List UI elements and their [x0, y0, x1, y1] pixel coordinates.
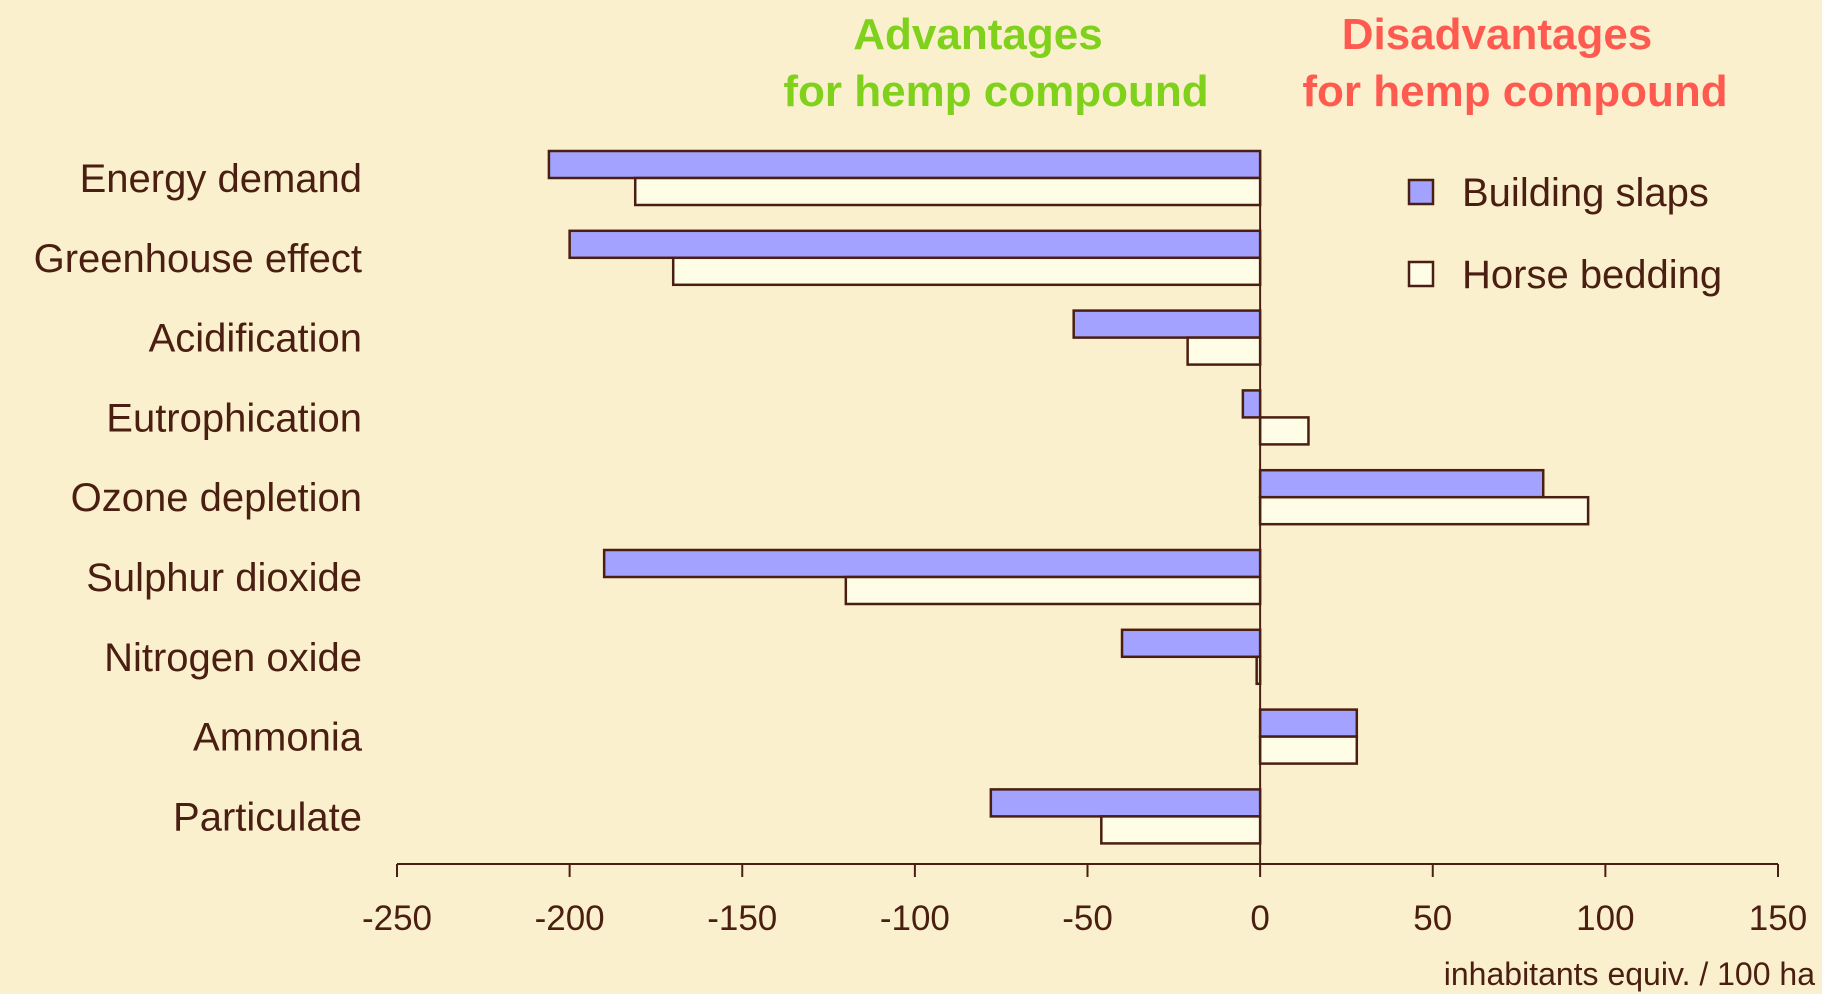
legend: Building slaps Horse bedding	[1407, 171, 1722, 297]
x-tick-label: -250	[362, 899, 432, 938]
category-label: Particulate	[173, 795, 362, 839]
bars-group	[547, 149, 1590, 845]
category-label: Acidification	[149, 317, 362, 361]
legend-swatch	[1407, 260, 1435, 288]
advantages-heading-line1: Advantages	[853, 10, 1102, 59]
bar-horse-bedding-sulphur-dioxide	[844, 575, 1262, 606]
legend-swatch	[1407, 178, 1435, 206]
category-labels: Energy demand Greenhouse effect Acidificat…	[34, 157, 363, 839]
bar-building-slaps-greenhouse-effect	[568, 229, 1262, 260]
x-tick-label: 0	[1250, 899, 1269, 938]
category-label: Eutrophication	[106, 396, 362, 440]
annotation-headings: Advantages for hemp compound Disadvantag…	[783, 10, 1727, 116]
bar-horse-bedding-particulate	[1100, 815, 1262, 845]
legend-label: Horse bedding	[1462, 253, 1722, 297]
x-axis: -250 -200 -150 -100 -50 0 50 100 150	[362, 863, 1807, 938]
legend-label: Building slaps	[1462, 171, 1709, 215]
bar-building-slaps-particulate	[989, 788, 1262, 818]
x-tick-label: 50	[1413, 899, 1452, 938]
disadvantages-heading-line1: Disadvantages	[1342, 10, 1653, 59]
category-label: Ozone depletion	[71, 476, 362, 520]
x-axis-unit-label: inhabitants equiv. / 100 ha	[1444, 956, 1815, 992]
x-tick-label: 150	[1749, 899, 1807, 938]
category-label: Energy demand	[80, 157, 362, 201]
bar-horse-bedding-eutrophication	[1258, 416, 1310, 446]
x-tick-label: -100	[880, 899, 950, 938]
x-tick-label: -50	[1062, 899, 1113, 938]
bar-horse-bedding-ammonia	[1258, 735, 1359, 765]
category-label: Sulphur dioxide	[86, 556, 362, 600]
bar-building-slaps-energy-demand	[547, 149, 1262, 180]
bar-horse-bedding-greenhouse-effect	[671, 256, 1262, 287]
advantages-heading-line2: for hemp compound	[783, 67, 1208, 116]
bar-building-slaps-ozone-depletion	[1258, 468, 1545, 499]
bar-building-slaps-nitrogen-oxide	[1120, 628, 1262, 659]
bar-horse-bedding-energy-demand	[633, 176, 1262, 207]
bar-building-slaps-ammonia	[1258, 708, 1359, 738]
x-tick-label: 100	[1576, 899, 1634, 938]
bar-building-slaps-eutrophication	[1241, 389, 1262, 419]
x-tick-label: -200	[535, 899, 605, 938]
x-tick-label: -150	[707, 899, 777, 938]
bar-horse-bedding-ozone-depletion	[1258, 495, 1590, 526]
category-label: Ammonia	[193, 716, 363, 760]
bar-building-slaps-acidification	[1072, 309, 1262, 339]
bar-horse-bedding-acidification	[1186, 336, 1262, 366]
disadvantages-heading-line2: for hemp compound	[1302, 67, 1727, 116]
category-label: Nitrogen oxide	[104, 636, 362, 680]
category-label: Greenhouse effect	[34, 237, 362, 281]
bar-building-slaps-sulphur-dioxide	[602, 548, 1262, 579]
